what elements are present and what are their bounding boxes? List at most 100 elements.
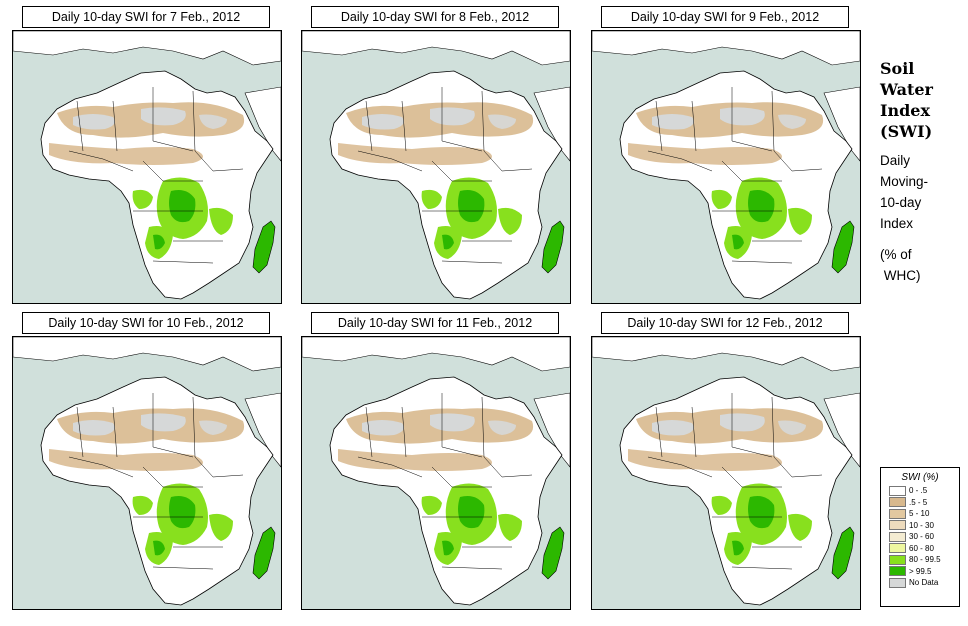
country-border bbox=[68, 150, 104, 160]
swi-region bbox=[720, 413, 765, 432]
legend-swatch bbox=[889, 577, 906, 588]
country-border bbox=[481, 90, 485, 152]
swi-region bbox=[141, 107, 186, 126]
country-border bbox=[152, 260, 214, 264]
swi-region bbox=[720, 107, 765, 126]
country-border bbox=[731, 446, 773, 458]
country-border bbox=[441, 566, 503, 570]
country-border bbox=[212, 168, 244, 172]
country-border bbox=[192, 396, 196, 458]
neighbor-landmass bbox=[302, 337, 570, 372]
country-border bbox=[142, 466, 164, 488]
country-border bbox=[731, 140, 773, 152]
neighbor-landmass bbox=[533, 392, 570, 468]
desc-line: 10-day bbox=[880, 195, 922, 210]
swi-region bbox=[73, 114, 115, 130]
country-border bbox=[501, 168, 533, 172]
neighbor-landmass bbox=[244, 86, 281, 162]
legend-row: 60 - 80 bbox=[889, 543, 959, 555]
swi-region bbox=[73, 420, 115, 436]
legend-swatch bbox=[889, 497, 906, 508]
country-border bbox=[194, 456, 214, 478]
legend-label: 0 - .5 bbox=[909, 486, 928, 496]
country-border bbox=[431, 466, 453, 488]
swi-region bbox=[421, 189, 442, 209]
africa-map bbox=[591, 336, 861, 610]
swi-region bbox=[748, 496, 775, 529]
title-line: Soil bbox=[880, 59, 915, 78]
swi-region bbox=[169, 190, 196, 223]
swi-region bbox=[209, 207, 233, 235]
country-border bbox=[365, 100, 373, 152]
country-border bbox=[401, 100, 407, 152]
madagascar bbox=[831, 526, 855, 580]
country-border bbox=[152, 140, 194, 152]
country-border bbox=[102, 158, 134, 172]
legend-row: .5 - 5 bbox=[889, 497, 959, 509]
country-border bbox=[441, 260, 503, 264]
country-border bbox=[441, 446, 483, 458]
legend-swatch bbox=[889, 543, 906, 554]
country-border bbox=[481, 396, 485, 458]
africa-map bbox=[301, 336, 571, 610]
country-border bbox=[112, 100, 118, 152]
swi-region bbox=[732, 234, 744, 250]
country-border bbox=[357, 456, 393, 466]
country-border bbox=[731, 260, 793, 264]
madagascar bbox=[252, 220, 276, 274]
country-border bbox=[655, 406, 663, 458]
legend-row: > 99.5 bbox=[889, 566, 959, 578]
country-border bbox=[791, 474, 823, 478]
country-border bbox=[431, 160, 453, 182]
swi-region bbox=[141, 413, 186, 432]
madagascar bbox=[252, 526, 276, 580]
legend-row: 0 - .5 bbox=[889, 485, 959, 497]
map-panel-6: Daily 10-day SWI for 12 Feb., 2012 bbox=[591, 312, 861, 610]
country-border bbox=[483, 150, 503, 172]
swi-region bbox=[652, 420, 694, 436]
swi-region bbox=[458, 190, 485, 223]
swi-region bbox=[199, 420, 227, 435]
country-border bbox=[681, 464, 713, 478]
country-border bbox=[391, 464, 423, 478]
title-line: (SWI) bbox=[880, 122, 933, 141]
swi-region bbox=[338, 449, 492, 471]
country-border bbox=[142, 160, 164, 182]
panel-title: Daily 10-day SWI for 9 Feb., 2012 bbox=[601, 6, 849, 28]
swi-region bbox=[442, 234, 454, 250]
country-border bbox=[483, 456, 503, 478]
legend-label: 30 - 60 bbox=[909, 532, 934, 542]
swi-region bbox=[169, 496, 196, 529]
legend-swatch bbox=[889, 531, 906, 542]
map-svg bbox=[302, 337, 570, 609]
swi-region bbox=[132, 495, 153, 515]
desc-line: Index bbox=[880, 216, 914, 231]
legend-row: 10 - 30 bbox=[889, 520, 959, 532]
country-border bbox=[773, 456, 793, 478]
index-description: Daily Moving- 10-day Index (% of WHC) bbox=[880, 150, 960, 286]
map-svg bbox=[13, 31, 281, 303]
swi-region bbox=[209, 513, 233, 541]
map-panel-1: Daily 10-day SWI for 7 Feb., 2012 bbox=[12, 6, 282, 304]
swi-region bbox=[458, 496, 485, 529]
swi-region bbox=[338, 143, 492, 165]
map-panel-4: Daily 10-day SWI for 10 Feb., 2012 bbox=[12, 312, 282, 610]
legend-label: No Data bbox=[909, 578, 939, 588]
legend-row: 30 - 60 bbox=[889, 531, 959, 543]
swi-region bbox=[778, 420, 806, 435]
swi-region bbox=[628, 143, 782, 165]
neighbor-landmass bbox=[592, 337, 860, 372]
swi-region bbox=[488, 420, 516, 435]
country-border bbox=[441, 140, 483, 152]
legend-label: .5 - 5 bbox=[909, 497, 928, 507]
map-svg bbox=[592, 31, 860, 303]
swi-region bbox=[778, 114, 806, 129]
panel-title: Daily 10-day SWI for 10 Feb., 2012 bbox=[22, 312, 270, 334]
country-border bbox=[691, 100, 697, 152]
legend-swatch bbox=[889, 554, 906, 565]
madagascar bbox=[541, 220, 565, 274]
madagascar bbox=[541, 526, 565, 580]
panel-title: Daily 10-day SWI for 11 Feb., 2012 bbox=[311, 312, 559, 334]
country-border bbox=[76, 100, 84, 152]
country-border bbox=[791, 168, 823, 172]
